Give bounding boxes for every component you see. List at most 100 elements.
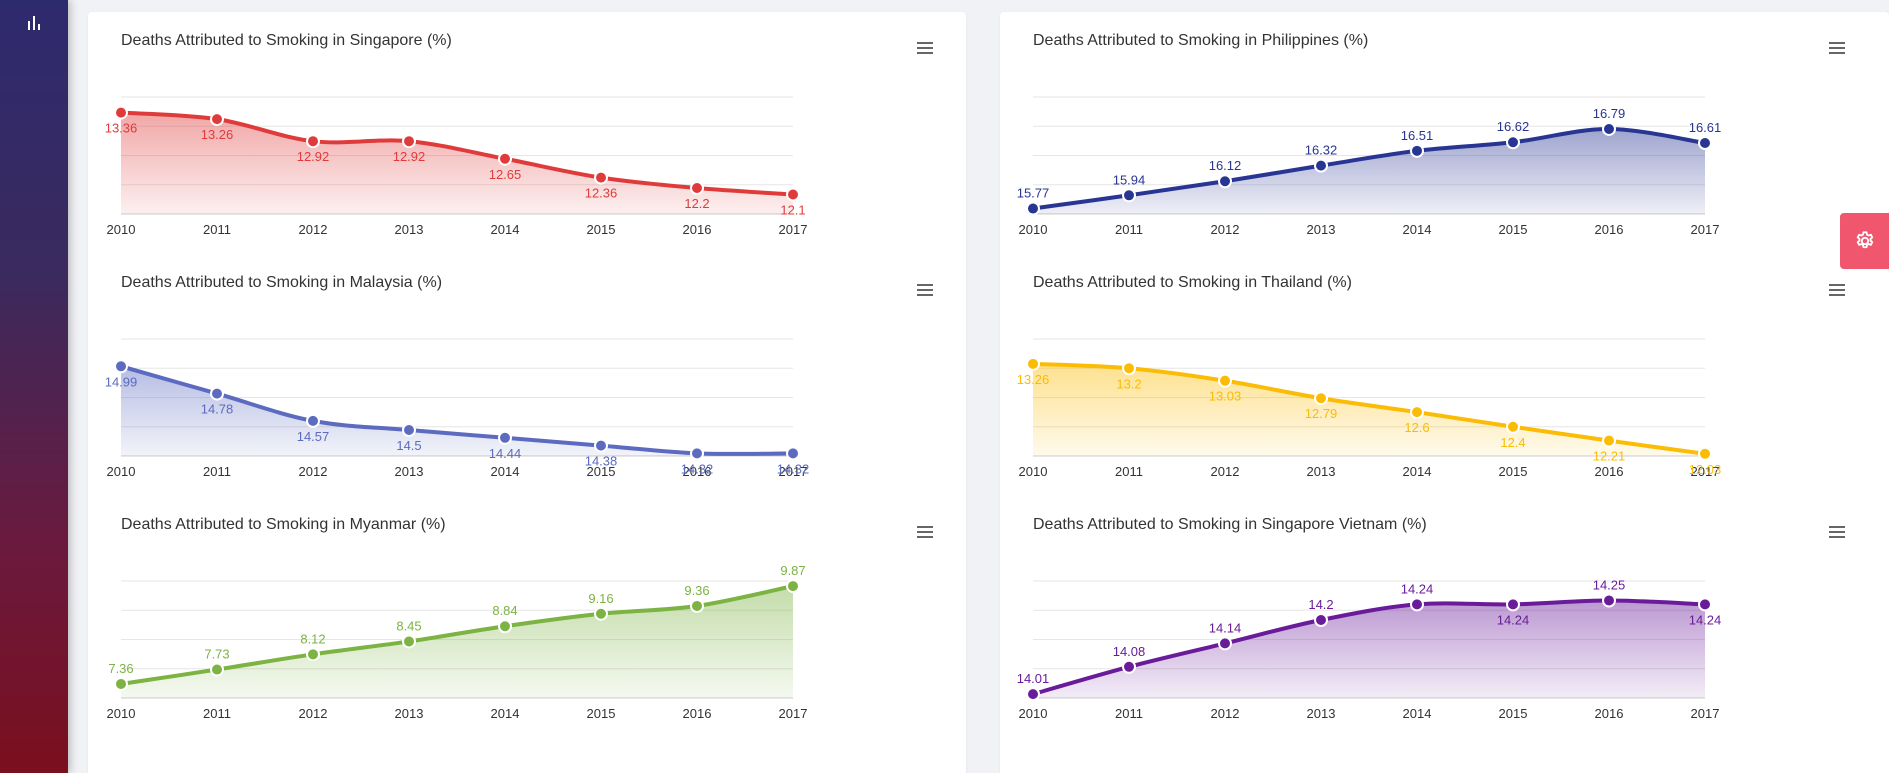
data-point[interactable] bbox=[1506, 135, 1520, 150]
data-point[interactable] bbox=[1410, 597, 1424, 612]
data-point[interactable] bbox=[1026, 687, 1040, 702]
data-point[interactable] bbox=[1314, 391, 1328, 406]
x-tick-label: 2016 bbox=[1595, 464, 1624, 479]
data-label: 14.08 bbox=[1113, 644, 1146, 659]
data-point[interactable] bbox=[210, 386, 224, 401]
area-fill bbox=[121, 366, 793, 456]
data-label: 12.4 bbox=[1500, 435, 1525, 450]
data-point[interactable] bbox=[114, 105, 128, 120]
data-point[interactable] bbox=[1122, 659, 1136, 674]
x-tick-label: 2015 bbox=[1499, 464, 1528, 479]
hamburger-menu-icon[interactable] bbox=[1829, 42, 1845, 54]
data-point[interactable] bbox=[210, 662, 224, 677]
data-point[interactable] bbox=[1218, 174, 1232, 189]
data-point[interactable] bbox=[498, 619, 512, 634]
x-tick-label: 2017 bbox=[779, 706, 808, 721]
data-label: 12.6 bbox=[1404, 420, 1429, 435]
data-label: 16.79 bbox=[1593, 106, 1626, 121]
data-point[interactable] bbox=[1698, 136, 1712, 151]
data-point[interactable] bbox=[1698, 597, 1712, 612]
data-point[interactable] bbox=[690, 598, 704, 613]
x-tick-label: 2012 bbox=[299, 222, 328, 237]
x-tick-label: 2017 bbox=[1691, 222, 1720, 237]
x-tick-label: 2015 bbox=[587, 464, 616, 479]
data-point[interactable] bbox=[1602, 121, 1616, 136]
data-point[interactable] bbox=[1218, 373, 1232, 388]
data-point[interactable] bbox=[1314, 158, 1328, 173]
data-point[interactable] bbox=[1506, 597, 1520, 612]
data-label: 14.5 bbox=[396, 438, 421, 453]
x-tick-label: 2017 bbox=[1691, 706, 1720, 721]
x-tick-label: 2013 bbox=[395, 464, 424, 479]
hamburger-menu-icon[interactable] bbox=[1829, 284, 1845, 296]
data-label: 9.16 bbox=[588, 591, 613, 606]
data-label: 16.51 bbox=[1401, 128, 1434, 143]
x-tick-label: 2014 bbox=[1403, 222, 1432, 237]
x-tick-label: 2010 bbox=[1019, 222, 1048, 237]
data-label: 14.14 bbox=[1209, 620, 1242, 635]
hamburger-menu-icon[interactable] bbox=[917, 42, 933, 54]
data-point[interactable] bbox=[402, 634, 416, 649]
data-point[interactable] bbox=[1506, 419, 1520, 434]
data-label: 12.1 bbox=[780, 203, 805, 218]
data-label: 12.36 bbox=[585, 186, 618, 201]
data-point[interactable] bbox=[1026, 201, 1040, 216]
x-tick-label: 2014 bbox=[491, 706, 520, 721]
chart-malaysia: Deaths Attributed to Smoking in Malaysia… bbox=[105, 274, 933, 479]
data-point[interactable] bbox=[1602, 433, 1616, 448]
data-point[interactable] bbox=[1122, 361, 1136, 376]
data-point[interactable] bbox=[1410, 405, 1424, 420]
data-point[interactable] bbox=[1026, 356, 1040, 371]
x-tick-label: 2012 bbox=[1211, 464, 1240, 479]
data-label: 14.99 bbox=[105, 374, 138, 389]
data-label: 14.78 bbox=[201, 402, 234, 417]
data-point[interactable] bbox=[114, 676, 128, 691]
data-point[interactable] bbox=[1314, 613, 1328, 627]
x-tick-label: 2012 bbox=[299, 706, 328, 721]
data-point[interactable] bbox=[690, 446, 704, 461]
data-label: 13.03 bbox=[1209, 389, 1242, 404]
data-point[interactable] bbox=[786, 446, 800, 461]
data-point[interactable] bbox=[498, 151, 512, 166]
x-tick-label: 2010 bbox=[1019, 706, 1048, 721]
hamburger-menu-icon[interactable] bbox=[1829, 526, 1845, 538]
data-point[interactable] bbox=[114, 359, 128, 374]
data-point[interactable] bbox=[306, 134, 320, 149]
data-label: 14.57 bbox=[297, 429, 330, 444]
data-point[interactable] bbox=[210, 112, 224, 127]
gear-icon bbox=[1856, 231, 1873, 249]
data-point[interactable] bbox=[1218, 636, 1232, 651]
x-tick-label: 2016 bbox=[683, 464, 712, 479]
data-label: 12.92 bbox=[297, 149, 330, 164]
data-point[interactable] bbox=[498, 430, 512, 445]
data-label: 8.12 bbox=[300, 631, 325, 646]
x-tick-label: 2011 bbox=[1115, 464, 1143, 479]
x-tick-label: 2011 bbox=[203, 706, 231, 721]
bar-chart-icon[interactable] bbox=[25, 14, 43, 32]
hamburger-menu-icon[interactable] bbox=[917, 284, 933, 296]
data-point[interactable] bbox=[402, 423, 416, 437]
data-label: 8.84 bbox=[492, 603, 517, 618]
data-point[interactable] bbox=[1698, 446, 1712, 461]
settings-button[interactable] bbox=[1840, 213, 1889, 269]
data-label: 16.61 bbox=[1689, 120, 1722, 135]
series-line bbox=[1032, 598, 1706, 697]
data-point[interactable] bbox=[786, 579, 800, 594]
x-tick-label: 2013 bbox=[1307, 706, 1336, 721]
data-point[interactable] bbox=[690, 181, 704, 195]
data-label: 14.32 bbox=[777, 461, 810, 476]
hamburger-menu-icon[interactable] bbox=[917, 526, 933, 538]
chart-singapore: Deaths Attributed to Smoking in Singapor… bbox=[105, 32, 933, 237]
data-point[interactable] bbox=[594, 606, 608, 621]
data-point[interactable] bbox=[306, 413, 320, 428]
data-point[interactable] bbox=[1602, 593, 1616, 608]
data-point[interactable] bbox=[1122, 188, 1136, 203]
x-tick-label: 2016 bbox=[1595, 706, 1624, 721]
data-point[interactable] bbox=[786, 187, 800, 202]
data-point[interactable] bbox=[1410, 143, 1424, 158]
data-point[interactable] bbox=[402, 134, 416, 149]
data-point[interactable] bbox=[306, 647, 320, 662]
data-point[interactable] bbox=[594, 438, 608, 453]
data-point[interactable] bbox=[594, 170, 608, 185]
x-tick-label: 2010 bbox=[1019, 464, 1048, 479]
